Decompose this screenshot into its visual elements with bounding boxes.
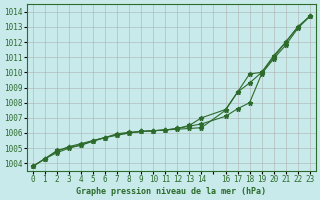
X-axis label: Graphe pression niveau de la mer (hPa): Graphe pression niveau de la mer (hPa) [76, 187, 266, 196]
